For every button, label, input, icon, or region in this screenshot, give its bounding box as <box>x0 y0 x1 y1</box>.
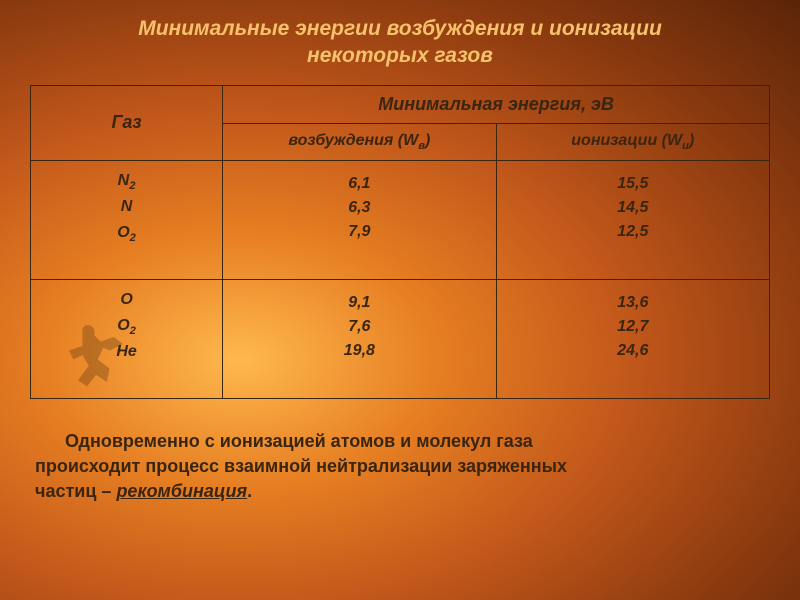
table-row: N2 N O2 6,1 6,3 7,9 15,5 14,5 12,5 <box>31 160 770 279</box>
title-line-2: некоторых газов <box>307 44 493 67</box>
value: 19,8 <box>344 342 375 359</box>
excitation-cell-group1: 6,1 6,3 7,9 <box>223 160 496 279</box>
gas-label: N <box>121 198 133 215</box>
gas-cell-group1: N2 N O2 <box>31 160 223 279</box>
value: 12,5 <box>617 223 648 240</box>
value: 7,9 <box>348 223 370 240</box>
value: 6,3 <box>348 199 370 216</box>
gas-cell-group2: O O2 He <box>31 279 223 398</box>
value: 13,6 <box>617 294 648 311</box>
header-ionization-label: ионизации (W <box>571 132 682 149</box>
ionization-cell-group2: 13,6 12,7 24,6 <box>496 279 769 398</box>
energy-table: Газ Минимальная энергия, эВ возбуждения … <box>30 85 770 399</box>
footer-term: рекомбинация <box>116 481 247 501</box>
table-row: O O2 He 9,1 7,6 19,8 13,6 12,7 24,6 <box>31 279 770 398</box>
gas-label: O <box>117 317 129 334</box>
gas-sub: 2 <box>129 180 135 192</box>
header-excitation-sub: в <box>418 140 425 152</box>
value: 9,1 <box>348 294 370 311</box>
footer-paragraph: Одновременно с ионизацией атомов и молек… <box>30 429 770 505</box>
header-gas: Газ <box>31 85 223 160</box>
gas-sub: 2 <box>130 325 136 337</box>
header-excitation-label: возбуждения (W <box>288 132 418 149</box>
slide-title: Минимальные энергии возбуждения и иониза… <box>30 15 770 70</box>
value: 6,1 <box>348 175 370 192</box>
excitation-cell-group2: 9,1 7,6 19,8 <box>223 279 496 398</box>
value: 14,5 <box>617 199 648 216</box>
value: 24,6 <box>617 342 648 359</box>
title-line-1: Минимальные энергии возбуждения и иониза… <box>138 17 662 40</box>
header-ionization-sub: и <box>682 140 689 152</box>
gas-label: O <box>117 224 129 241</box>
gas-label: N <box>118 172 130 189</box>
value: 12,7 <box>617 318 648 335</box>
ionization-cell-group1: 15,5 14,5 12,5 <box>496 160 769 279</box>
header-energy-label: Минимальная энергия, эВ <box>378 94 614 114</box>
header-excitation-close: ) <box>425 132 430 149</box>
header-excitation: возбуждения (Wв) <box>223 123 496 160</box>
footer-line-2: происходит процесс взаимной нейтрализаци… <box>35 456 567 476</box>
header-ionization-close: ) <box>689 132 694 149</box>
gas-sub: 2 <box>130 232 136 244</box>
footer-period: . <box>247 481 252 501</box>
value: 15,5 <box>617 175 648 192</box>
header-ionization: ионизации (Wи) <box>496 123 769 160</box>
header-energy: Минимальная энергия, эВ <box>223 85 770 123</box>
footer-line-3: частиц – <box>35 481 116 501</box>
header-gas-label: Газ <box>112 112 142 132</box>
value: 7,6 <box>348 318 370 335</box>
gas-label: He <box>116 343 136 360</box>
gas-label: O <box>120 291 132 308</box>
footer-line-1: Одновременно с ионизацией атомов и молек… <box>65 431 533 451</box>
